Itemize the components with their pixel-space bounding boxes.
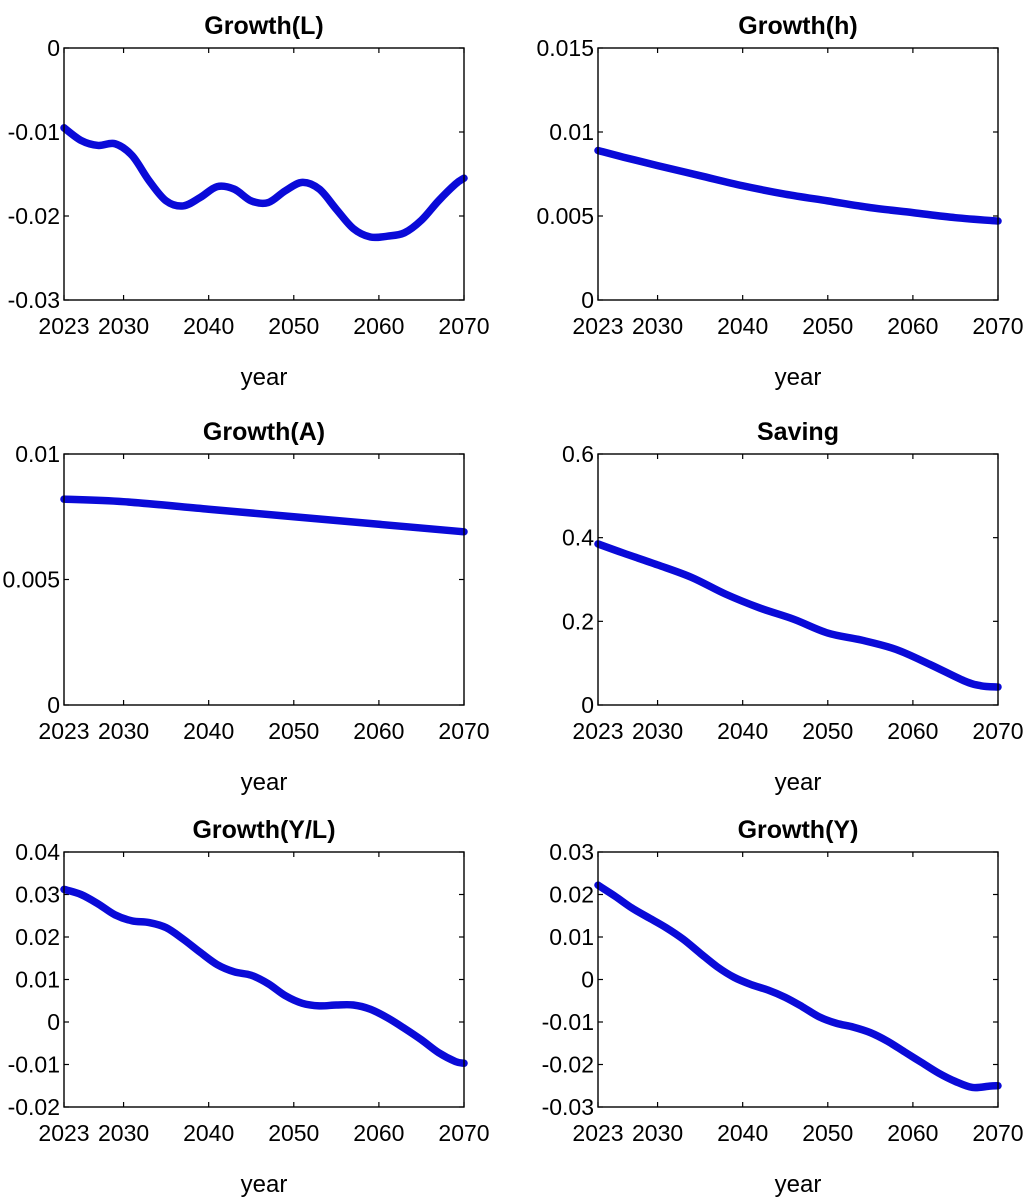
y-tick-label: 0.4 bbox=[562, 525, 594, 551]
x-tick-label: 2060 bbox=[887, 718, 938, 744]
series-line bbox=[60, 124, 468, 242]
x-tick-label: 2030 bbox=[98, 718, 149, 744]
x-axis-label: year bbox=[775, 769, 822, 796]
x-axis-label: year bbox=[241, 769, 288, 796]
y-tick-label: -0.03 bbox=[542, 1094, 594, 1120]
x-axis-label: year bbox=[241, 1171, 288, 1198]
x-tick-label: 2023 bbox=[38, 718, 89, 744]
x-tick-label: 2023 bbox=[38, 313, 89, 339]
x-tick-label: 2030 bbox=[632, 1120, 683, 1146]
x-tick-label: 2060 bbox=[887, 313, 938, 339]
y-tick-label: -0.02 bbox=[8, 203, 60, 229]
plot-frame bbox=[63, 47, 465, 301]
y-tick-label: 0.02 bbox=[549, 882, 594, 908]
x-tick-label: 2070 bbox=[972, 1120, 1023, 1146]
plot-frame bbox=[597, 47, 999, 301]
y-tick-label: 0.03 bbox=[15, 882, 60, 908]
x-tick-label: 2070 bbox=[438, 313, 489, 339]
y-tick-label: 0 bbox=[581, 692, 594, 718]
series-line bbox=[60, 495, 468, 536]
x-tick-label: 2040 bbox=[183, 718, 234, 744]
plot-frame bbox=[63, 453, 465, 706]
x-tick-label: 2070 bbox=[438, 1120, 489, 1146]
y-tick-label: -0.01 bbox=[8, 1052, 60, 1078]
x-tick-label: 2070 bbox=[438, 718, 489, 744]
chart-panel-6: Growth(Y) -0.03 -0.02 -0.01 0 0.01 0.02 0.03 202… bbox=[542, 816, 1024, 1198]
y-tick-label: 0.01 bbox=[15, 967, 60, 993]
plot-frame bbox=[63, 851, 465, 1108]
y-tick-label: 0.015 bbox=[536, 35, 594, 61]
x-tick-label: 2050 bbox=[802, 313, 853, 339]
y-tick-label: 0 bbox=[47, 1009, 60, 1035]
x-tick-label: 2023 bbox=[38, 1120, 89, 1146]
chart-title: Growth(L) bbox=[204, 12, 323, 40]
x-tick-label: 2050 bbox=[268, 313, 319, 339]
x-tick-label: 2060 bbox=[353, 1120, 404, 1146]
x-tick-label: 2030 bbox=[98, 313, 149, 339]
x-tick-label: 2023 bbox=[572, 718, 623, 744]
y-tick-label: 0 bbox=[47, 35, 60, 61]
chart-title: Saving bbox=[757, 418, 839, 446]
x-tick-label: 2050 bbox=[268, 1120, 319, 1146]
chart-title: Growth(Y/L) bbox=[192, 816, 335, 844]
chart-title: Growth(Y) bbox=[738, 816, 859, 844]
x-tick-label: 2030 bbox=[98, 1120, 149, 1146]
y-tick-label: 0.2 bbox=[562, 608, 594, 634]
y-tick-label: 0.01 bbox=[549, 924, 594, 950]
x-tick-label: 2070 bbox=[972, 313, 1023, 339]
series-line bbox=[594, 540, 1002, 691]
y-tick-label: 0.005 bbox=[536, 203, 594, 229]
x-tick-label: 2030 bbox=[632, 718, 683, 744]
chart-panel-5: Growth(Y/L) -0.02 -0.01 0 0.01 0.02 0.03 0.04 20… bbox=[8, 816, 490, 1198]
x-tick-label: 2050 bbox=[268, 718, 319, 744]
x-tick-label: 2040 bbox=[183, 1120, 234, 1146]
plot-frame bbox=[597, 453, 999, 706]
y-tick-label: -0.02 bbox=[8, 1094, 60, 1120]
chart-title: Growth(A) bbox=[203, 418, 325, 446]
x-tick-label: 2060 bbox=[353, 718, 404, 744]
y-tick-label: -0.01 bbox=[542, 1009, 594, 1035]
chart-panel-3: Growth(A) 0 0.005 0.01 2023 2030 2040 2050 2060 2… bbox=[2, 418, 489, 796]
x-axis-label: year bbox=[775, 1171, 822, 1198]
y-tick-label: 0.04 bbox=[15, 839, 60, 865]
x-tick-label: 2050 bbox=[802, 1120, 853, 1146]
y-tick-label: 0 bbox=[581, 287, 594, 313]
chart-panel-2: Growth(h) 0 0.005 0.01 0.015 2023 2030 2040 2050… bbox=[536, 12, 1023, 391]
x-tick-label: 2040 bbox=[717, 718, 768, 744]
x-axis-label: year bbox=[775, 364, 822, 391]
chart-title: Growth(h) bbox=[738, 12, 857, 40]
x-tick-label: 2030 bbox=[632, 313, 683, 339]
y-tick-label: 0.005 bbox=[2, 567, 60, 593]
x-tick-label: 2070 bbox=[972, 718, 1023, 744]
x-axis-label: year bbox=[241, 364, 288, 391]
chart-panel-1: Growth(L) -0.03 -0.02 -0.01 0 2023 2030 2040 205… bbox=[8, 12, 490, 391]
x-tick-label: 2023 bbox=[572, 1120, 623, 1146]
chart-panel-4: Saving 0 0.2 0.4 0.6 2023 2030 2040 2050 2060 2070… bbox=[562, 418, 1024, 796]
plot-frame bbox=[597, 851, 999, 1108]
y-tick-label: 0.01 bbox=[549, 119, 594, 145]
y-tick-label: 0 bbox=[47, 692, 60, 718]
series-line bbox=[594, 146, 1002, 225]
y-tick-label: -0.01 bbox=[8, 119, 60, 145]
x-tick-label: 2040 bbox=[717, 313, 768, 339]
y-tick-label: 0.6 bbox=[562, 441, 594, 467]
x-tick-label: 2050 bbox=[802, 718, 853, 744]
series-line bbox=[594, 881, 1002, 1092]
y-tick-label: 0 bbox=[581, 967, 594, 993]
y-tick-label: 0.02 bbox=[15, 924, 60, 950]
y-tick-label: 0.01 bbox=[15, 441, 60, 467]
y-tick-label: -0.03 bbox=[8, 287, 60, 313]
series-line bbox=[60, 885, 468, 1067]
y-tick-label: -0.02 bbox=[542, 1052, 594, 1078]
x-tick-label: 2023 bbox=[572, 313, 623, 339]
x-tick-label: 2060 bbox=[887, 1120, 938, 1146]
x-tick-label: 2040 bbox=[717, 1120, 768, 1146]
x-tick-label: 2060 bbox=[353, 313, 404, 339]
x-tick-label: 2040 bbox=[183, 313, 234, 339]
y-tick-label: 0.03 bbox=[549, 839, 594, 865]
